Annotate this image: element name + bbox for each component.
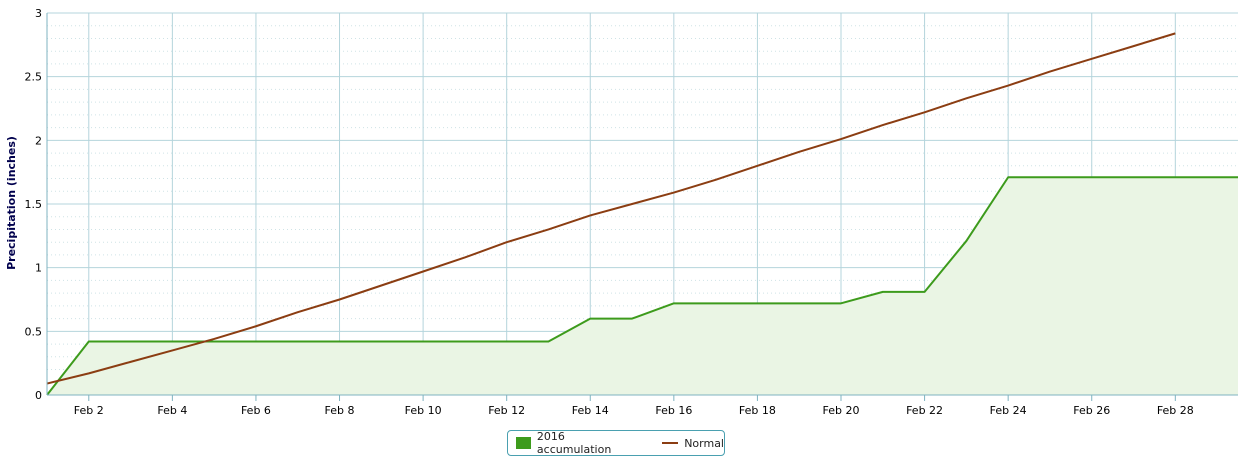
y-tick-label: 0.5 xyxy=(25,325,43,338)
x-tick-label: Feb 4 xyxy=(157,404,187,417)
x-tick-label: Feb 16 xyxy=(655,404,692,417)
series-line-normal[interactable] xyxy=(46,32,1176,385)
x-tick-label: Feb 28 xyxy=(1157,404,1194,417)
x-tick-label: Feb 26 xyxy=(1073,404,1110,417)
legend-swatch-accumulation xyxy=(516,437,531,449)
x-tick-label: Feb 14 xyxy=(572,404,609,417)
x-tick-label: Feb 8 xyxy=(325,404,355,417)
x-tick-label: Feb 24 xyxy=(990,404,1027,417)
y-axis-label: Precipitation (inches) xyxy=(5,136,18,270)
y-tick-label: 1 xyxy=(35,262,42,275)
series-line-2016-accumulation[interactable] xyxy=(46,176,1238,396)
legend-label-accumulation: 2016 accumulation xyxy=(536,430,612,456)
x-tick-label: Feb 10 xyxy=(405,404,442,417)
y-tick-label: 2 xyxy=(35,134,42,147)
legend-swatch-normal xyxy=(662,442,679,444)
legend-item-accumulation[interactable]: 2016 accumulation xyxy=(516,430,642,456)
legend-item-normal[interactable]: Normal xyxy=(662,437,724,450)
series-area-2016-accumulation xyxy=(47,177,1238,395)
x-tick-label: Feb 22 xyxy=(906,404,943,417)
y-tick-labels: 0 0.5 1 1.5 2 2.5 3 xyxy=(25,7,43,402)
x-tick-label: Feb 2 xyxy=(74,404,104,417)
y-tick-label: 1.5 xyxy=(25,198,43,211)
x-tick-label: Feb 6 xyxy=(241,404,271,417)
legend-label-normal: Normal xyxy=(684,436,724,450)
x-tick-label: Feb 12 xyxy=(488,404,525,417)
x-tick-label: Feb 18 xyxy=(739,404,776,417)
x-tick-labels: Feb 2 Feb 4 Feb 6 Feb 8 Feb 10 Feb 12 Feb 14 Fe… xyxy=(74,404,1194,417)
legend: 2016 accumulation Normal xyxy=(507,430,725,456)
axes xyxy=(46,13,1238,401)
y-tick-label: 0 xyxy=(35,389,42,402)
series-layer xyxy=(46,32,1238,396)
y-tick-label: 3 xyxy=(35,7,42,20)
y-tick-label: 2.5 xyxy=(25,71,43,84)
x-tick-label: Feb 20 xyxy=(823,404,860,417)
